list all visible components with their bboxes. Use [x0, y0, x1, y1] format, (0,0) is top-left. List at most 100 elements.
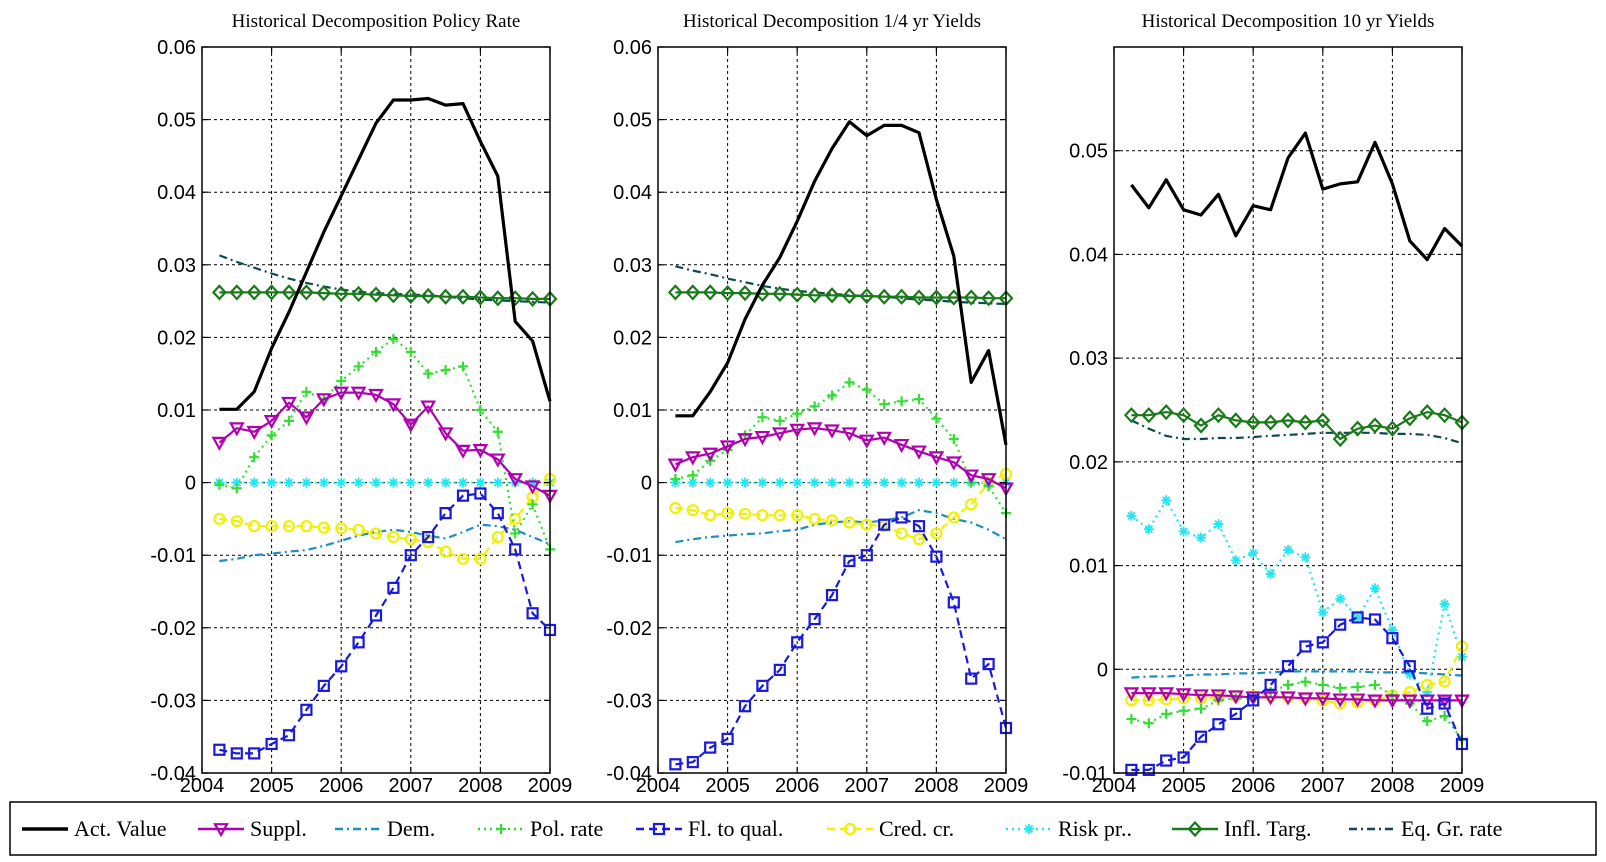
- data-point-infl: [298, 284, 314, 301]
- data-point-suppl: [1210, 689, 1227, 704]
- data-point-pol: [475, 405, 486, 415]
- data-point-pol: [440, 365, 451, 376]
- legend-item-suppl: Suppl.: [198, 816, 307, 841]
- data-point-infl: [894, 288, 910, 305]
- data-point-infl: [737, 284, 753, 302]
- y-tick-label: 0.05: [1069, 141, 1108, 163]
- y-tick-label: 0: [1097, 659, 1108, 681]
- data-point-cred: [965, 498, 978, 511]
- series-line-dem: [1131, 670, 1463, 679]
- data-point-risk: [284, 477, 294, 488]
- data-point-pol: [757, 412, 768, 423]
- data-point-risk: [1317, 607, 1328, 618]
- y-tick-label: 0.06: [613, 37, 652, 59]
- data-point-cred: [317, 521, 330, 534]
- data-point-infl: [859, 287, 875, 305]
- data-point-fl: [843, 554, 856, 568]
- data-point-pol: [948, 434, 959, 445]
- data-point-infl: [438, 288, 454, 305]
- data-point-suppl: [333, 386, 350, 401]
- data-point-pol: [896, 396, 907, 407]
- y-tick-label: 0.04: [1069, 244, 1108, 266]
- data-point-pol: [249, 452, 260, 463]
- legend-label: Cred. cr.: [879, 816, 954, 841]
- y-tick-label: 0.01: [613, 400, 652, 422]
- legend-item-cred: Cred. cr.: [827, 816, 954, 841]
- x-tick-label: 2008: [1370, 775, 1415, 797]
- y-tick-label: -0.04: [150, 763, 196, 785]
- data-point-suppl: [263, 414, 280, 430]
- data-point-infl: [385, 287, 401, 304]
- series-act: [219, 96, 552, 411]
- series-suppl: [211, 386, 558, 504]
- data-point-fl: [1194, 730, 1208, 743]
- data-point-cred: [474, 552, 487, 565]
- data-point-suppl: [963, 469, 980, 484]
- data-point-cred: [756, 509, 769, 522]
- data-point-cred: [213, 512, 226, 526]
- data-point-fl: [509, 543, 522, 556]
- data-point-suppl: [980, 473, 997, 488]
- data-point-risk: [844, 477, 855, 488]
- data-point-fl: [1142, 763, 1155, 776]
- data-point-risk: [510, 477, 521, 488]
- x-tick-label: 2006: [319, 775, 364, 797]
- series-infl: [667, 284, 1014, 307]
- legend-box: [9, 801, 1597, 856]
- data-point-pol: [1317, 679, 1328, 690]
- data-point-suppl: [437, 427, 454, 442]
- data-point-risk: [388, 477, 399, 488]
- data-point-cred: [282, 520, 296, 533]
- data-point-risk: [371, 477, 381, 488]
- series-line-act: [1130, 131, 1464, 262]
- data-point-suppl: [402, 418, 419, 433]
- data-point-infl: [876, 288, 892, 305]
- data-point-pol: [301, 386, 312, 397]
- data-point-infl: [1141, 407, 1157, 424]
- data-point-fl: [1421, 702, 1434, 715]
- data-point-pol: [792, 408, 803, 419]
- data-point-fl: [1125, 763, 1138, 776]
- data-point-suppl: [1158, 687, 1175, 702]
- data-point-infl: [1297, 414, 1313, 431]
- data-point-suppl: [754, 430, 771, 446]
- data-point-pol: [231, 483, 242, 494]
- data-point-cred: [947, 511, 960, 524]
- data-point-fl: [1160, 754, 1173, 767]
- y-tick-label: 0.01: [157, 400, 196, 422]
- legend-item-dem: Dem.: [335, 816, 435, 841]
- data-point-risk: [722, 477, 733, 488]
- data-point-infl: [702, 284, 718, 301]
- data-point-pol: [510, 528, 521, 539]
- data-point-infl: [403, 287, 419, 305]
- data-point-infl: [281, 284, 297, 301]
- data-point-risk: [231, 477, 242, 488]
- data-point-fl: [526, 607, 539, 620]
- data-point-suppl: [385, 398, 402, 413]
- data-point-pol: [1178, 705, 1189, 716]
- data-point-cred: [439, 545, 452, 558]
- data-point-suppl: [281, 396, 297, 412]
- y-tick-label: 0.03: [613, 255, 652, 277]
- x-tick-label: 2009: [984, 775, 1029, 797]
- data-point-fl: [825, 589, 839, 602]
- series-eqgr: [1130, 419, 1463, 445]
- data-point-pol: [1370, 679, 1380, 690]
- data-point-fl: [965, 672, 978, 685]
- data-point-fl: [756, 679, 769, 692]
- x-tick-label: 2005: [705, 775, 750, 797]
- data-point-fl: [947, 596, 960, 609]
- data-point-infl: [841, 287, 857, 305]
- data-point-cred: [352, 523, 365, 536]
- x-tick-label: 2006: [775, 775, 820, 797]
- data-point-risk: [948, 477, 959, 488]
- y-tick-label: 0.04: [157, 182, 196, 204]
- y-tick-label: 0.02: [1069, 452, 1108, 474]
- series-line-fl: [219, 492, 551, 755]
- data-point-pol: [931, 413, 942, 424]
- data-point-infl: [963, 289, 979, 306]
- data-point-pol: [774, 415, 785, 426]
- data-point-risk: [440, 477, 451, 488]
- y-tick-label: 0.04: [613, 182, 652, 204]
- data-point-pol: [336, 375, 347, 386]
